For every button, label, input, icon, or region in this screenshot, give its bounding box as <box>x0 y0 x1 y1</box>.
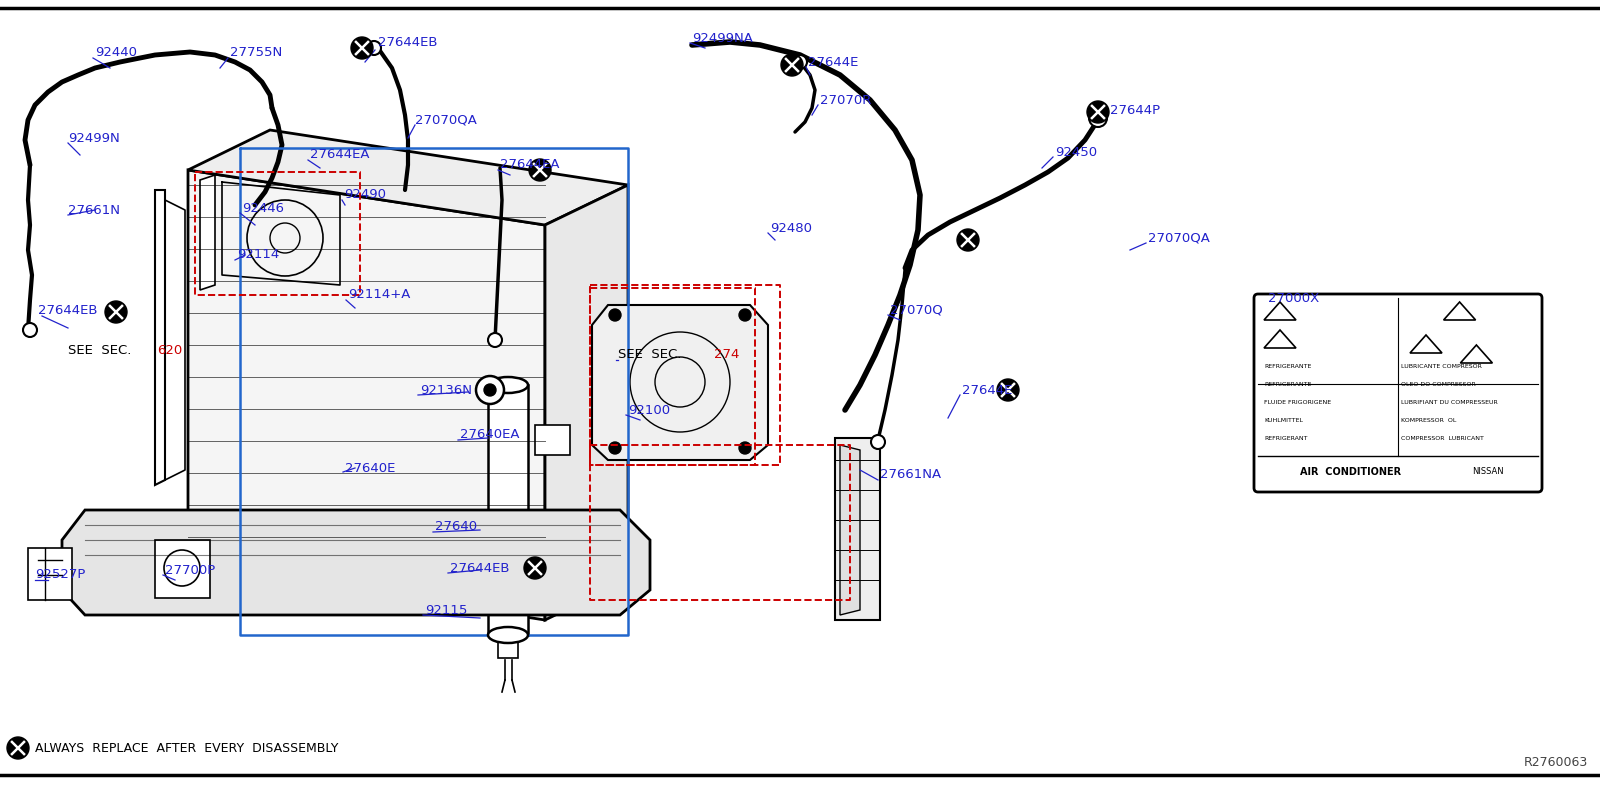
Text: 27644EB: 27644EB <box>450 561 509 575</box>
Text: FLUIDE FRIGORIGENE: FLUIDE FRIGORIGENE <box>1264 400 1331 404</box>
Text: REFRIGERANT: REFRIGERANT <box>1264 436 1307 440</box>
Circle shape <box>1086 101 1109 123</box>
Text: 27644EB: 27644EB <box>38 304 98 316</box>
Text: 92480: 92480 <box>770 221 813 235</box>
Text: 27700P: 27700P <box>165 564 216 576</box>
Text: 274: 274 <box>714 349 739 362</box>
Circle shape <box>22 323 37 337</box>
Circle shape <box>366 41 381 55</box>
Text: ALWAYS  REPLACE  AFTER  EVERY  DISASSEMBLY: ALWAYS REPLACE AFTER EVERY DISASSEMBLY <box>35 742 338 754</box>
Polygon shape <box>62 510 650 615</box>
Text: REFRIGERANTE: REFRIGERANTE <box>1264 363 1312 368</box>
Text: 620: 620 <box>157 344 182 356</box>
Circle shape <box>794 55 806 69</box>
Text: 27640EA: 27640EA <box>461 429 520 441</box>
Text: 27070QA: 27070QA <box>1149 232 1210 244</box>
Circle shape <box>483 384 496 396</box>
Circle shape <box>6 737 29 759</box>
Circle shape <box>781 54 803 76</box>
Circle shape <box>997 379 1019 401</box>
Text: 27755N: 27755N <box>230 46 282 59</box>
Circle shape <box>477 376 504 404</box>
Polygon shape <box>592 305 768 460</box>
Text: 92446: 92446 <box>242 202 285 214</box>
Text: SEE  SEC.: SEE SEC. <box>67 344 131 356</box>
Circle shape <box>1090 109 1107 127</box>
Circle shape <box>530 159 550 181</box>
Polygon shape <box>29 548 72 600</box>
Text: 92499NA: 92499NA <box>691 31 754 45</box>
Text: R2760063: R2760063 <box>1523 755 1587 769</box>
Polygon shape <box>200 175 214 290</box>
Polygon shape <box>498 638 518 658</box>
Ellipse shape <box>488 377 528 393</box>
Circle shape <box>739 442 750 454</box>
Text: 27070QA: 27070QA <box>414 114 477 126</box>
Text: OLEO DO COMPRESSOR: OLEO DO COMPRESSOR <box>1402 382 1475 386</box>
Text: COMPRESSOR  LUBRICANT: COMPRESSOR LUBRICANT <box>1402 436 1483 440</box>
Text: 27070R: 27070R <box>819 93 872 107</box>
Text: 27644E: 27644E <box>962 384 1013 396</box>
Circle shape <box>610 442 621 454</box>
Text: 27070Q: 27070Q <box>890 304 942 316</box>
Ellipse shape <box>488 627 528 643</box>
Text: 27000X: 27000X <box>1267 291 1320 305</box>
Polygon shape <box>189 130 627 225</box>
Text: 92499N: 92499N <box>67 132 120 144</box>
Text: 27644EA: 27644EA <box>310 148 370 162</box>
Circle shape <box>488 333 502 347</box>
Text: KUHLMITTEL: KUHLMITTEL <box>1264 418 1302 422</box>
Text: 27640: 27640 <box>435 520 477 534</box>
Circle shape <box>350 37 373 59</box>
Polygon shape <box>835 438 880 620</box>
FancyBboxPatch shape <box>1254 294 1542 492</box>
Text: AIR  CONDITIONER: AIR CONDITIONER <box>1299 467 1402 477</box>
Polygon shape <box>155 540 210 598</box>
Circle shape <box>610 309 621 321</box>
Circle shape <box>525 557 546 579</box>
Text: REFRIGERANTE: REFRIGERANTE <box>1264 382 1312 386</box>
Text: 27644P: 27644P <box>1110 104 1160 116</box>
Text: 27661NA: 27661NA <box>880 469 941 481</box>
Polygon shape <box>534 425 570 455</box>
Text: KOMPRESSOR  OL: KOMPRESSOR OL <box>1402 418 1456 422</box>
Text: 92114: 92114 <box>237 249 280 261</box>
Text: 92136N: 92136N <box>419 384 472 396</box>
Polygon shape <box>189 170 546 620</box>
Text: 92440: 92440 <box>94 46 138 59</box>
Text: 27640E: 27640E <box>346 462 395 474</box>
Text: SEE  SEC.: SEE SEC. <box>618 349 682 362</box>
Text: 92115: 92115 <box>426 604 467 616</box>
Text: 92450: 92450 <box>1054 145 1098 159</box>
Circle shape <box>739 309 750 321</box>
Text: NISSAN: NISSAN <box>1472 468 1504 476</box>
Circle shape <box>870 435 885 449</box>
Text: LUBRICANTE COMPRESOR: LUBRICANTE COMPRESOR <box>1402 363 1482 368</box>
Circle shape <box>957 229 979 251</box>
Text: 27644EA: 27644EA <box>499 159 560 171</box>
Polygon shape <box>488 385 528 635</box>
Text: 92114+A: 92114+A <box>349 289 410 301</box>
Text: 27644EB: 27644EB <box>378 35 437 49</box>
Polygon shape <box>546 185 627 620</box>
Text: 27661N: 27661N <box>67 203 120 217</box>
Polygon shape <box>155 190 165 485</box>
Text: 92527P: 92527P <box>35 568 85 582</box>
Circle shape <box>106 301 126 323</box>
Text: LUBRIFIANT DU COMPRESSEUR: LUBRIFIANT DU COMPRESSEUR <box>1402 400 1498 404</box>
Polygon shape <box>840 445 861 615</box>
Text: 27644E: 27644E <box>808 56 858 68</box>
Text: 92100: 92100 <box>627 403 670 417</box>
Text: 92490: 92490 <box>344 188 386 202</box>
